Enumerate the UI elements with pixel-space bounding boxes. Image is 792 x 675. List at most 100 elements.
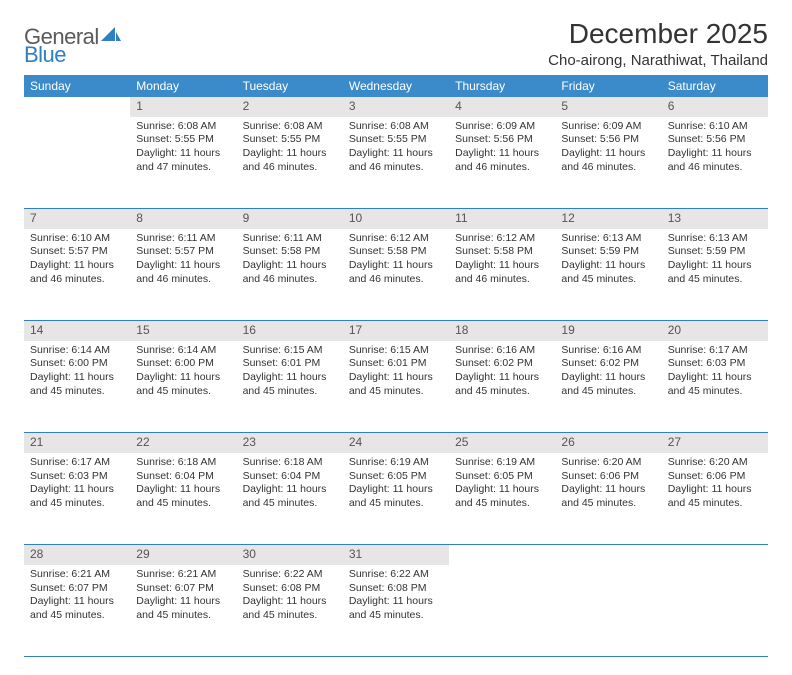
day-cell-body: Sunrise: 6:11 AMSunset: 5:58 PMDaylight:… [237, 229, 343, 293]
day-number: 26 [555, 433, 661, 453]
day-daylight2: and 45 minutes. [136, 609, 230, 623]
day-number: 2 [237, 97, 343, 117]
day-sunset: Sunset: 6:06 PM [561, 470, 655, 484]
day-sunset: Sunset: 6:05 PM [455, 470, 549, 484]
day-cell-body: Sunrise: 6:14 AMSunset: 6:00 PMDaylight:… [130, 341, 236, 405]
day-sunset: Sunset: 5:57 PM [30, 245, 124, 259]
day-cell-body: Sunrise: 6:14 AMSunset: 6:00 PMDaylight:… [24, 341, 130, 405]
day-sunrise: Sunrise: 6:08 AM [349, 120, 443, 134]
day-daylight1: Daylight: 11 hours [561, 259, 655, 273]
location-text: Cho-airong, Narathiwat, Thailand [548, 52, 768, 69]
day-sunrise: Sunrise: 6:11 AM [136, 232, 230, 246]
day-daylight1: Daylight: 11 hours [30, 259, 124, 273]
day-sunset: Sunset: 6:02 PM [561, 357, 655, 371]
day-cell: Sunrise: 6:08 AMSunset: 5:55 PMDaylight:… [343, 117, 449, 209]
day-cell-body: Sunrise: 6:09 AMSunset: 5:56 PMDaylight:… [449, 117, 555, 181]
day-cell: Sunrise: 6:20 AMSunset: 6:06 PMDaylight:… [555, 453, 661, 545]
calendar-page: General December 2025 Cho-airong, Narath… [0, 0, 792, 675]
day-header: Saturday [662, 75, 768, 97]
day-sunrise: Sunrise: 6:08 AM [136, 120, 230, 134]
day-daylight2: and 45 minutes. [243, 385, 337, 399]
day-sunrise: Sunrise: 6:16 AM [561, 344, 655, 358]
day-cell: Sunrise: 6:09 AMSunset: 5:56 PMDaylight:… [449, 117, 555, 209]
day-number [449, 545, 555, 565]
day-daylight1: Daylight: 11 hours [561, 147, 655, 161]
day-daylight2: and 45 minutes. [561, 273, 655, 287]
day-number: 6 [662, 97, 768, 117]
day-daylight2: and 46 minutes. [349, 273, 443, 287]
day-cell: Sunrise: 6:13 AMSunset: 5:59 PMDaylight:… [555, 229, 661, 321]
day-sunset: Sunset: 6:02 PM [455, 357, 549, 371]
day-daylight2: and 45 minutes. [561, 497, 655, 511]
day-sunrise: Sunrise: 6:13 AM [668, 232, 762, 246]
day-cell-body: Sunrise: 6:10 AMSunset: 5:57 PMDaylight:… [24, 229, 130, 293]
day-daylight1: Daylight: 11 hours [349, 147, 443, 161]
week-row: Sunrise: 6:08 AMSunset: 5:55 PMDaylight:… [24, 117, 768, 209]
day-daylight1: Daylight: 11 hours [455, 259, 549, 273]
day-sunrise: Sunrise: 6:19 AM [349, 456, 443, 470]
day-cell-body: Sunrise: 6:09 AMSunset: 5:56 PMDaylight:… [555, 117, 661, 181]
day-number: 7 [24, 209, 130, 229]
day-cell-body: Sunrise: 6:10 AMSunset: 5:56 PMDaylight:… [662, 117, 768, 181]
day-sunrise: Sunrise: 6:18 AM [243, 456, 337, 470]
day-daylight1: Daylight: 11 hours [668, 371, 762, 385]
day-daylight1: Daylight: 11 hours [349, 371, 443, 385]
day-daylight1: Daylight: 11 hours [455, 371, 549, 385]
day-sunrise: Sunrise: 6:08 AM [243, 120, 337, 134]
day-sunrise: Sunrise: 6:10 AM [668, 120, 762, 134]
day-number: 3 [343, 97, 449, 117]
day-cell: Sunrise: 6:16 AMSunset: 6:02 PMDaylight:… [555, 341, 661, 433]
calendar-table: Sunday Monday Tuesday Wednesday Thursday… [24, 75, 768, 657]
day-sunrise: Sunrise: 6:13 AM [561, 232, 655, 246]
day-daylight2: and 45 minutes. [349, 497, 443, 511]
day-number: 23 [237, 433, 343, 453]
day-sunset: Sunset: 6:07 PM [30, 582, 124, 596]
day-cell: Sunrise: 6:10 AMSunset: 5:57 PMDaylight:… [24, 229, 130, 321]
day-daylight2: and 45 minutes. [30, 497, 124, 511]
day-sunset: Sunset: 6:05 PM [349, 470, 443, 484]
day-sunset: Sunset: 5:59 PM [561, 245, 655, 259]
logo-text-blue: Blue [24, 42, 66, 67]
day-daylight2: and 45 minutes. [561, 385, 655, 399]
daynum-row: 123456 [24, 97, 768, 117]
day-cell: Sunrise: 6:13 AMSunset: 5:59 PMDaylight:… [662, 229, 768, 321]
day-daylight2: and 46 minutes. [668, 161, 762, 175]
sail-icon [101, 27, 121, 43]
day-number [555, 545, 661, 565]
day-cell-body: Sunrise: 6:20 AMSunset: 6:06 PMDaylight:… [662, 453, 768, 517]
day-cell-body: Sunrise: 6:08 AMSunset: 5:55 PMDaylight:… [343, 117, 449, 181]
day-sunrise: Sunrise: 6:19 AM [455, 456, 549, 470]
day-sunrise: Sunrise: 6:14 AM [136, 344, 230, 358]
day-daylight1: Daylight: 11 hours [455, 147, 549, 161]
day-cell [555, 565, 661, 657]
day-cell: Sunrise: 6:22 AMSunset: 6:08 PMDaylight:… [343, 565, 449, 657]
day-number [24, 97, 130, 117]
day-sunrise: Sunrise: 6:09 AM [455, 120, 549, 134]
day-cell-body: Sunrise: 6:18 AMSunset: 6:04 PMDaylight:… [237, 453, 343, 517]
day-daylight2: and 45 minutes. [243, 609, 337, 623]
day-sunset: Sunset: 6:03 PM [668, 357, 762, 371]
day-number: 20 [662, 321, 768, 341]
day-sunrise: Sunrise: 6:09 AM [561, 120, 655, 134]
day-cell [24, 117, 130, 209]
day-cell: Sunrise: 6:20 AMSunset: 6:06 PMDaylight:… [662, 453, 768, 545]
day-cell-body: Sunrise: 6:12 AMSunset: 5:58 PMDaylight:… [343, 229, 449, 293]
day-header: Sunday [24, 75, 130, 97]
day-number: 28 [24, 545, 130, 565]
day-daylight1: Daylight: 11 hours [349, 595, 443, 609]
day-sunset: Sunset: 5:56 PM [561, 133, 655, 147]
day-cell: Sunrise: 6:17 AMSunset: 6:03 PMDaylight:… [662, 341, 768, 433]
day-cell [449, 565, 555, 657]
day-sunset: Sunset: 5:55 PM [243, 133, 337, 147]
day-daylight1: Daylight: 11 hours [136, 259, 230, 273]
day-sunset: Sunset: 5:55 PM [136, 133, 230, 147]
day-sunset: Sunset: 6:08 PM [349, 582, 443, 596]
day-header: Thursday [449, 75, 555, 97]
daynum-row: 78910111213 [24, 209, 768, 229]
day-cell-body: Sunrise: 6:08 AMSunset: 5:55 PMDaylight:… [237, 117, 343, 181]
day-daylight1: Daylight: 11 hours [136, 147, 230, 161]
day-sunset: Sunset: 5:57 PM [136, 245, 230, 259]
day-number: 21 [24, 433, 130, 453]
day-number: 13 [662, 209, 768, 229]
day-cell-body: Sunrise: 6:16 AMSunset: 6:02 PMDaylight:… [449, 341, 555, 405]
